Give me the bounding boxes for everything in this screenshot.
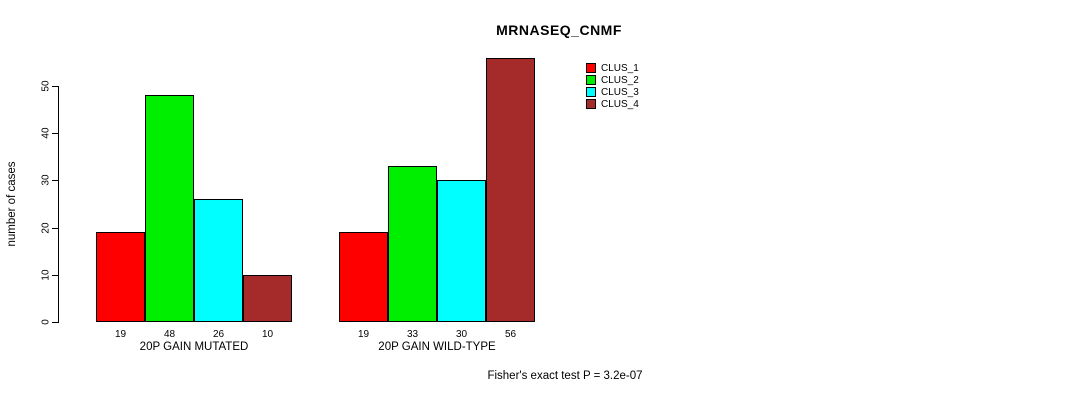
legend-item-clus_4: CLUS_4 [586, 98, 639, 110]
y-axis-tick-mark [52, 227, 58, 229]
bar-clus_2-group2 [388, 166, 437, 322]
legend-color-swatch [586, 75, 596, 85]
legend-item-label: CLUS_1 [601, 62, 639, 74]
y-axis-tick-mark [52, 274, 58, 276]
y-axis-tick-mark [52, 322, 58, 323]
bar-clus_2-group1 [145, 95, 194, 322]
bar-clus_1-group1 [96, 232, 145, 322]
y-axis-tick-label: 0 [40, 319, 52, 325]
bar-value-label: 26 [212, 329, 225, 340]
y-axis-tick-label: 20 [40, 222, 52, 234]
y-axis-tick-label: 50 [40, 80, 52, 92]
bar-value-label: 19 [114, 329, 127, 340]
legend-item-clus_2: CLUS_2 [586, 74, 639, 86]
x-group-label-mutated: 20P GAIN MUTATED [139, 341, 249, 353]
bar-clus_4-group2 [486, 57, 535, 322]
bar-value-label: 30 [455, 329, 468, 340]
fisher-test-annotation: Fisher's exact test P = 3.2e-07 [487, 370, 643, 382]
bar-value-label: 56 [504, 329, 517, 340]
legend: CLUS_1 CLUS_2 CLUS_3 CLUS_4 [586, 62, 639, 110]
legend-item-clus_3: CLUS_3 [586, 86, 639, 98]
legend-item-clus_1: CLUS_1 [586, 62, 639, 74]
legend-color-swatch [586, 87, 596, 97]
y-axis-tick-mark [52, 180, 58, 182]
bar-value-label: 48 [163, 329, 176, 340]
legend-item-label: CLUS_4 [601, 98, 639, 110]
bar-clus_3-group1 [194, 199, 243, 322]
y-axis-tick-label: 40 [40, 127, 52, 139]
legend-color-swatch [586, 63, 596, 73]
bar-value-label: 10 [261, 329, 274, 340]
y-axis-label: number of cases [6, 161, 18, 247]
bar-clus_1-group2 [339, 232, 388, 322]
y-axis-tick-mark [52, 86, 58, 87]
legend-item-label: CLUS_3 [601, 86, 639, 98]
y-axis-line [58, 86, 59, 323]
chart-title: MRNASEQ_CNMF [496, 22, 622, 38]
y-axis-tick-mark [52, 133, 58, 135]
legend-color-swatch [586, 99, 596, 109]
y-axis-tick-label: 30 [40, 174, 52, 186]
bar-value-label: 33 [406, 329, 419, 340]
legend-item-label: CLUS_2 [601, 74, 639, 86]
y-axis-tick-label: 10 [40, 269, 52, 281]
x-group-label-wild-type: 20P GAIN WILD-TYPE [378, 341, 496, 353]
bar-clus_4-group1 [243, 274, 292, 322]
bar-value-label: 19 [357, 329, 370, 340]
bar-clus_3-group2 [437, 180, 486, 322]
